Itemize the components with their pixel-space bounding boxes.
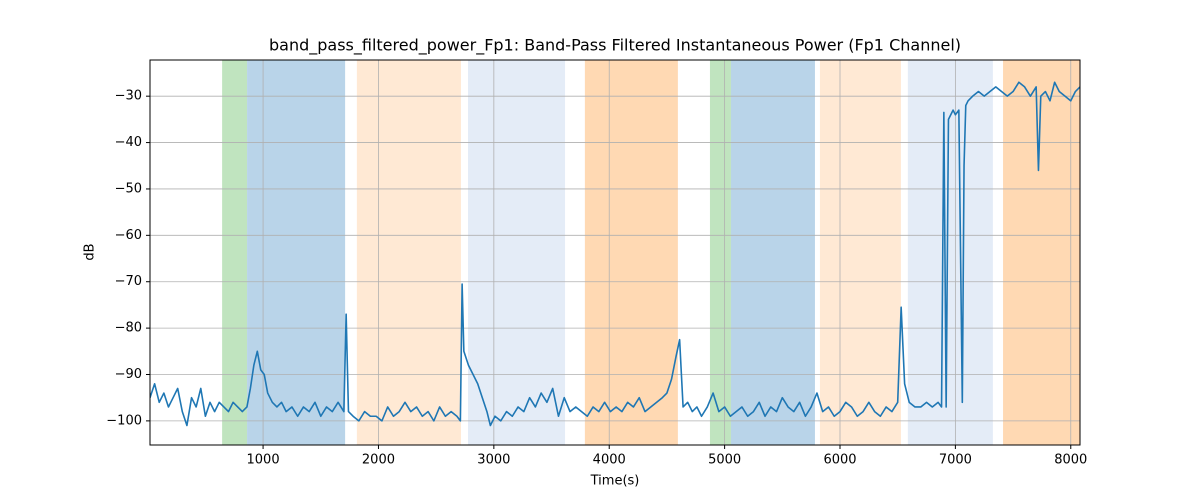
y-tick-label: −100 xyxy=(106,413,142,428)
shaded-span xyxy=(709,60,731,445)
y-tick-label: −30 xyxy=(115,89,142,104)
x-tick-label: 8000 xyxy=(1054,453,1087,468)
shaded-span xyxy=(356,60,461,445)
x-tick-label: 3000 xyxy=(477,453,510,468)
x-tick-label: 2000 xyxy=(362,453,395,468)
x-axis-label: Time(s) xyxy=(590,474,640,489)
shaded-span xyxy=(247,60,346,445)
y-tick-label: −50 xyxy=(115,181,142,196)
plot-frame xyxy=(149,59,1081,446)
chart-title: band_pass_filtered_power_Fp1: Band-Pass … xyxy=(269,36,961,56)
data-line xyxy=(150,81,1080,427)
lines xyxy=(150,81,1080,427)
shaded-span xyxy=(1003,60,1080,445)
shaded-span xyxy=(222,60,248,445)
spans xyxy=(222,60,1080,445)
grid xyxy=(150,60,1080,445)
y-tick-label: −40 xyxy=(115,135,142,150)
x-tick-label: 4000 xyxy=(593,453,626,468)
x-tick-label: 7000 xyxy=(939,453,972,468)
ticks: 1000 2000 3000 4000 5000 6000 7000 8000 −100 −90 −… xyxy=(106,89,1087,468)
y-tick-label: −90 xyxy=(115,367,142,382)
y-tick-label: −80 xyxy=(115,321,142,336)
shaded-span xyxy=(907,60,993,445)
y-tick-label: −60 xyxy=(115,228,142,243)
x-tick-label: 6000 xyxy=(823,453,856,468)
y-tick-label: −70 xyxy=(115,274,142,289)
shaded-span xyxy=(730,60,815,445)
shaded-span xyxy=(468,60,566,445)
shaded-span xyxy=(584,60,678,445)
shaded-span xyxy=(819,60,901,445)
x-tick-label: 1000 xyxy=(247,453,280,468)
y-axis-label: dB xyxy=(83,243,98,260)
x-tick-label: 5000 xyxy=(708,453,741,468)
